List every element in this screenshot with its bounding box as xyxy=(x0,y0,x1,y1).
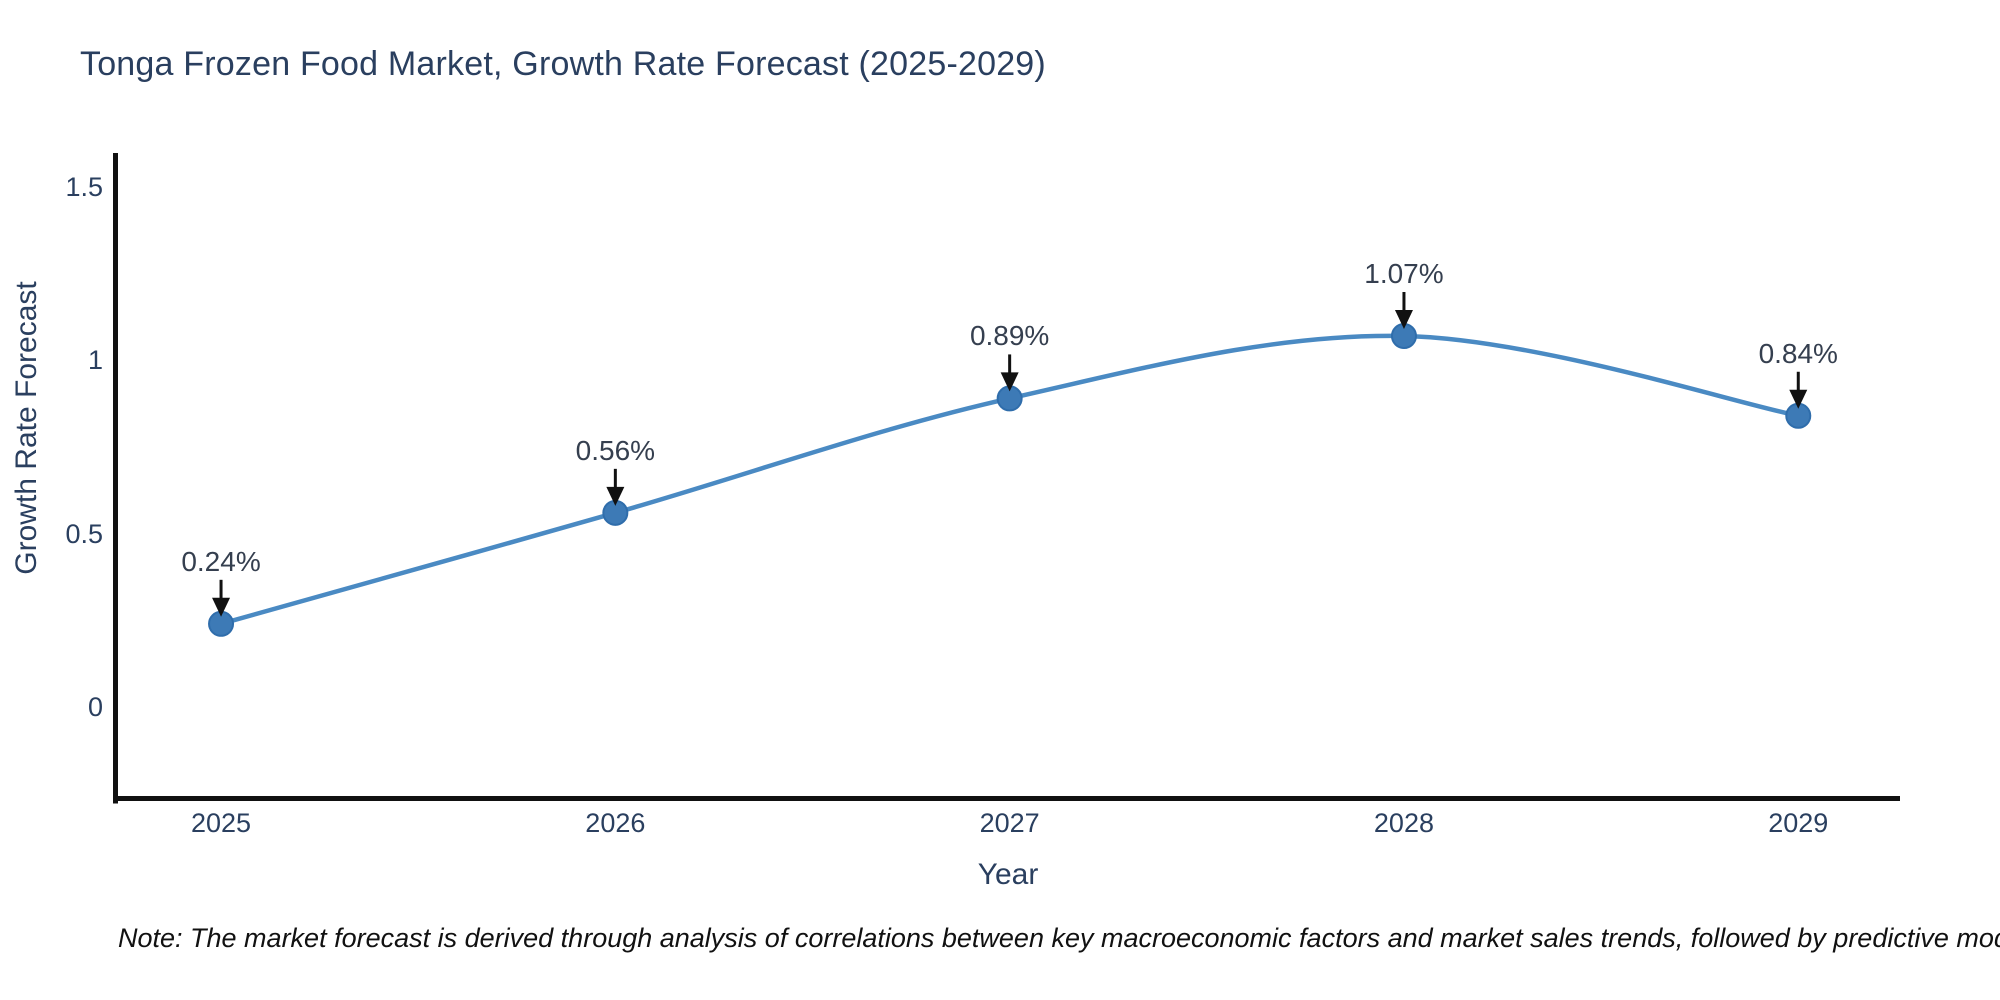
y-tick-label: 1.5 xyxy=(65,171,103,202)
x-tick-label: 2028 xyxy=(1373,808,1434,838)
data-point-label: 0.89% xyxy=(969,320,1050,352)
y-tick-label: 0 xyxy=(87,692,103,723)
annotation-arrow-head xyxy=(1789,389,1808,409)
x-tick-label: 2025 xyxy=(190,808,252,838)
annotation-arrow-head xyxy=(1394,310,1413,330)
x-tick-label: 2029 xyxy=(1768,808,1829,838)
x-tick-label: 2027 xyxy=(979,808,1040,838)
y-tick-label: 0.5 xyxy=(65,518,103,549)
data-point-label: 0.24% xyxy=(181,545,261,577)
x-axis-title: Year xyxy=(977,858,1039,891)
annotation-arrow-head xyxy=(606,486,625,506)
data-point-label: 0.56% xyxy=(575,434,656,466)
data-point-label: 1.07% xyxy=(1364,258,1444,289)
y-tick-label: 1 xyxy=(87,345,103,376)
annotation-arrow-head xyxy=(1000,372,1019,392)
chart-title: Tonga Frozen Food Market, Growth Rate Fo… xyxy=(80,45,1046,83)
y-axis-title: Growth Rate Forecast xyxy=(10,281,43,575)
annotation-arrow-head xyxy=(212,597,231,617)
footnote: Note: The market forecast is derived thr… xyxy=(118,923,2000,953)
x-tick-label: 2026 xyxy=(585,808,646,838)
data-point-label: 0.84% xyxy=(1758,337,1838,369)
